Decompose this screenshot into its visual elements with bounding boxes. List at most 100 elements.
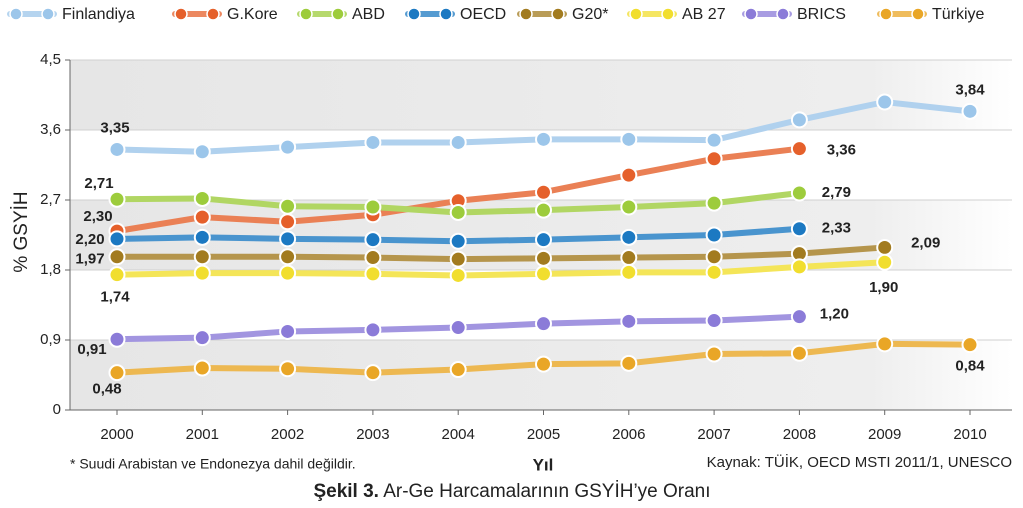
- data-point: [620, 228, 638, 246]
- data-point: [790, 184, 808, 202]
- caption-text: Ar-Ge Harcamalarının GSYİH’ye Oranı: [383, 481, 710, 502]
- data-point: [193, 228, 211, 246]
- data-label: 1,20: [820, 306, 849, 323]
- data-point: [790, 220, 808, 238]
- data-label: 2,71: [84, 175, 113, 192]
- data-point: [279, 213, 297, 231]
- data-point: [876, 253, 894, 271]
- data-label: 2,20: [75, 231, 104, 248]
- data-label: 1,74: [100, 289, 130, 306]
- series-line: [117, 244, 885, 263]
- data-label: 3,36: [827, 142, 856, 159]
- legend-label: Türkiye: [932, 6, 985, 23]
- data-point: [876, 93, 894, 111]
- legend-marker: [439, 7, 453, 21]
- data-point: [449, 203, 467, 221]
- data-point: [535, 249, 552, 267]
- x-tick-label: 2006: [612, 426, 645, 443]
- data-point: [364, 321, 382, 339]
- data-point: [961, 336, 979, 354]
- data-point: [620, 130, 638, 148]
- legend-label: ABD: [352, 6, 385, 23]
- data-point: [620, 166, 638, 184]
- data-point: [364, 231, 382, 249]
- background-band: [70, 60, 1012, 130]
- data-label: 1,90: [869, 279, 898, 296]
- legend-marker: [879, 7, 893, 21]
- data-point: [705, 150, 723, 168]
- data-point: [364, 249, 382, 267]
- data-point: [108, 230, 126, 248]
- y-tick-label: 3,6: [40, 121, 61, 138]
- data-point: [108, 266, 126, 284]
- data-point: [279, 138, 297, 156]
- x-tick-label: 2001: [186, 426, 219, 443]
- data-label: 0,84: [955, 358, 985, 375]
- data-point: [279, 322, 297, 340]
- data-point: [364, 198, 382, 216]
- data-point: [108, 330, 126, 348]
- y-tick-label: 2,7: [40, 191, 61, 208]
- data-point: [193, 359, 211, 377]
- data-point: [620, 263, 638, 281]
- data-label: 2,33: [822, 220, 851, 237]
- data-point: [535, 315, 552, 333]
- legend-marker: [331, 7, 345, 21]
- data-point: [620, 198, 638, 216]
- data-point: [279, 264, 297, 282]
- data-point: [535, 130, 552, 148]
- legend-marker: [174, 7, 188, 21]
- data-point: [193, 189, 211, 207]
- data-label: 2,30: [83, 208, 112, 225]
- data-point: [108, 190, 126, 208]
- data-point: [193, 248, 211, 266]
- data-point: [108, 364, 126, 382]
- data-point: [790, 344, 808, 362]
- x-tick-label: 2008: [783, 426, 816, 443]
- data-point: [193, 143, 211, 161]
- data-point: [961, 102, 979, 120]
- legend-marker: [776, 7, 790, 21]
- y-tick-label: 0,9: [40, 331, 61, 348]
- caption-label: Şekil 3.: [313, 481, 379, 502]
- y-axis-label: % GSYİH: [11, 191, 32, 272]
- background-band: [70, 340, 1012, 410]
- legend-marker: [744, 7, 758, 21]
- data-point: [449, 250, 467, 268]
- data-point: [535, 201, 552, 219]
- y-tick-label: 4,5: [40, 51, 61, 68]
- x-tick-label: 2000: [100, 426, 133, 443]
- legend-label: G.Kore: [227, 6, 278, 23]
- data-point: [449, 361, 467, 379]
- legend-label: Finlandiya: [62, 6, 135, 23]
- data-point: [449, 232, 467, 250]
- data-point: [620, 354, 638, 372]
- legend-marker: [551, 7, 565, 21]
- legend-label: AB 27: [682, 6, 726, 23]
- data-point: [790, 258, 808, 276]
- data-point: [193, 329, 211, 347]
- legend-marker: [206, 7, 220, 21]
- x-tick-label: 2002: [271, 426, 304, 443]
- data-point: [535, 265, 552, 283]
- data-point: [705, 248, 723, 266]
- data-point: [705, 194, 723, 212]
- data-label: 2,09: [911, 234, 940, 251]
- data-point: [705, 131, 723, 149]
- legend-label: G20*: [572, 6, 608, 23]
- legend-label: OECD: [460, 6, 506, 23]
- legend-marker: [629, 7, 643, 21]
- data-point: [535, 183, 552, 201]
- data-point: [364, 364, 382, 382]
- legend-marker: [407, 7, 421, 21]
- data-point: [876, 335, 894, 353]
- data-point: [193, 264, 211, 282]
- data-label: 3,35: [100, 119, 129, 136]
- data-point: [535, 355, 552, 373]
- x-tick-label: 2007: [697, 426, 730, 443]
- data-point: [279, 197, 297, 215]
- data-point: [790, 308, 808, 326]
- x-tick-label: 2010: [953, 426, 986, 443]
- data-point: [108, 140, 126, 158]
- data-point: [364, 265, 382, 283]
